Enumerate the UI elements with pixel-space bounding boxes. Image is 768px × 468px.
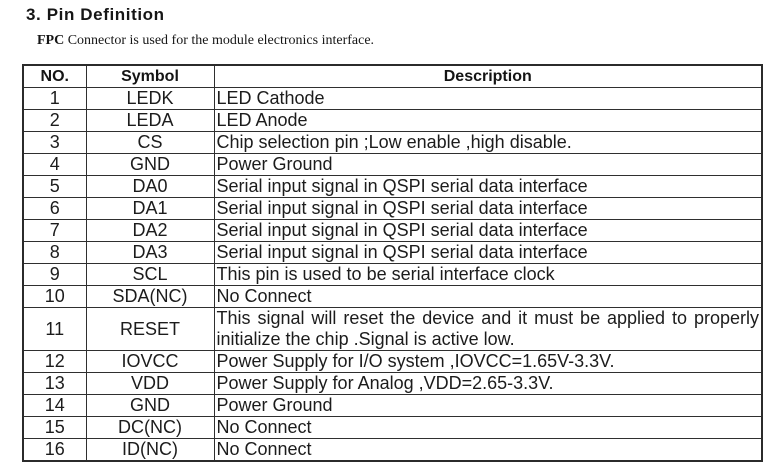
table-row: 8 DA3 Serial input signal in QSPI serial…: [22, 241, 763, 264]
cell-symbol: DC(NC): [85, 416, 215, 439]
header-description: Description: [213, 64, 763, 88]
cell-symbol: LEDA: [85, 109, 215, 132]
cell-description: Power Supply for I/O system ,IOVCC=1.65V…: [213, 350, 763, 373]
cell-no: 16: [22, 438, 87, 462]
intro-paragraph: FPC Connector is used for the module ele…: [37, 33, 374, 49]
cell-description: This signal will reset the device and it…: [213, 307, 763, 351]
cell-symbol: DA2: [85, 219, 215, 242]
cell-description: This pin is used to be serial interface …: [213, 263, 763, 286]
cell-symbol: VDD: [85, 372, 215, 395]
table-row: 4 GND Power Ground: [22, 153, 763, 176]
table-row: 2 LEDA LED Anode: [22, 109, 763, 132]
cell-description: LED Cathode: [213, 87, 763, 110]
cell-symbol: DA0: [85, 175, 215, 198]
cell-symbol: DA1: [85, 197, 215, 220]
table-row: 3 CS Chip selection pin ;Low enable ,hig…: [22, 131, 763, 154]
cell-symbol: RESET: [85, 307, 215, 351]
cell-symbol: LEDK: [85, 87, 215, 110]
cell-symbol: SDA(NC): [85, 285, 215, 308]
table-row: 12 IOVCC Power Supply for I/O system ,IO…: [22, 350, 763, 373]
intro-bold-text: FPC: [37, 33, 65, 48]
cell-no: 10: [22, 285, 87, 308]
cell-no: 1: [22, 87, 87, 110]
cell-description: Serial input signal in QSPI serial data …: [213, 241, 763, 264]
cell-symbol: DA3: [85, 241, 215, 264]
cell-symbol: GND: [85, 394, 215, 417]
cell-symbol: ID(NC): [85, 438, 215, 462]
table-row: 16 ID(NC) No Connect: [22, 438, 763, 462]
cell-description: LED Anode: [213, 109, 763, 132]
table-row: 15 DC(NC) No Connect: [22, 416, 763, 439]
cell-no: 13: [22, 372, 87, 395]
table-row: 9 SCL This pin is used to be serial inte…: [22, 263, 763, 286]
pin-definition-table: NO. Symbol Description 1 LEDK LED Cathod…: [22, 64, 763, 462]
cell-no: 2: [22, 109, 87, 132]
header-no: NO.: [22, 64, 87, 88]
table-row: 1 LEDK LED Cathode: [22, 87, 763, 110]
cell-description: Chip selection pin ;Low enable ,high dis…: [213, 131, 763, 154]
cell-description: Power Ground: [213, 153, 763, 176]
cell-no: 5: [22, 175, 87, 198]
cell-no: 11: [22, 307, 87, 351]
cell-no: 9: [22, 263, 87, 286]
cell-symbol: IOVCC: [85, 350, 215, 373]
cell-no: 6: [22, 197, 87, 220]
table-row: 11 RESET This signal will reset the devi…: [22, 307, 763, 351]
table-row: 5 DA0 Serial input signal in QSPI serial…: [22, 175, 763, 198]
cell-description: Serial input signal in QSPI serial data …: [213, 175, 763, 198]
cell-no: 14: [22, 394, 87, 417]
cell-symbol: CS: [85, 131, 215, 154]
cell-symbol: GND: [85, 153, 215, 176]
table-row: 10 SDA(NC) No Connect: [22, 285, 763, 308]
cell-description: Power Ground: [213, 394, 763, 417]
section-title: 3. Pin Definition: [26, 5, 165, 24]
table-row: 14 GND Power Ground: [22, 394, 763, 417]
intro-text: Connector is used for the module electro…: [64, 33, 375, 48]
cell-no: 8: [22, 241, 87, 264]
cell-description: No Connect: [213, 285, 763, 308]
cell-description: No Connect: [213, 416, 763, 439]
cell-symbol: SCL: [85, 263, 215, 286]
table-row: 13 VDD Power Supply for Analog ,VDD=2.65…: [22, 372, 763, 395]
table-header-row: NO. Symbol Description: [22, 64, 763, 88]
cell-description: No Connect: [213, 438, 763, 462]
cell-no: 3: [22, 131, 87, 154]
cell-no: 7: [22, 219, 87, 242]
cell-no: 12: [22, 350, 87, 373]
cell-description: Serial input signal in QSPI serial data …: [213, 197, 763, 220]
cell-description: Serial input signal in QSPI serial data …: [213, 219, 763, 242]
header-symbol: Symbol: [85, 64, 215, 88]
table-row: 6 DA1 Serial input signal in QSPI serial…: [22, 197, 763, 220]
cell-description: Power Supply for Analog ,VDD=2.65-3.3V.: [213, 372, 763, 395]
cell-no: 15: [22, 416, 87, 439]
table-row: 7 DA2 Serial input signal in QSPI serial…: [22, 219, 763, 242]
cell-no: 4: [22, 153, 87, 176]
